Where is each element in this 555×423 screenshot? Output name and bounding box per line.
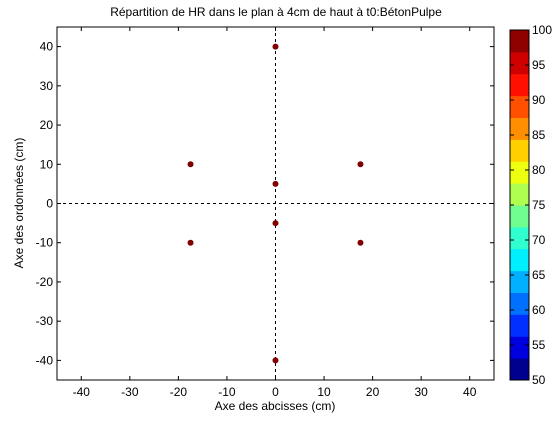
chart-title: Répartition de HR dans le plan à 4cm de … [110, 5, 442, 19]
colorbar-cell [510, 95, 529, 118]
colorbar-cell [510, 336, 529, 359]
colorbar-tick-label: 55 [532, 338, 546, 352]
colorbar-tick-label: 60 [532, 303, 546, 317]
data-point [272, 357, 279, 364]
y-axis-label: Axe des ordonnées (cm) [12, 138, 26, 269]
colorbar-cell [510, 73, 529, 97]
colorbar: 100 95 90 85 80 75 70 65 60 55 50 [509, 23, 552, 387]
colorbar-cell [510, 292, 529, 315]
x-tick-label: 40 [463, 385, 477, 399]
x-tick-label: 10 [317, 385, 331, 399]
colorbar-cell [510, 270, 529, 293]
colorbar-cell [510, 139, 529, 162]
y-tick-label: 30 [40, 79, 54, 93]
x-tick-label: 0 [272, 385, 279, 399]
data-point [357, 161, 364, 168]
colorbar-cell [510, 161, 529, 184]
colorbar-cell [510, 248, 529, 272]
reference-lines [57, 27, 494, 380]
colorbar-cell [510, 205, 529, 228]
colorbar-cells [510, 30, 529, 381]
colorbar-cell [510, 51, 529, 75]
y-tick-label: -30 [36, 314, 54, 328]
data-point [187, 161, 194, 168]
y-tick-label: 20 [40, 118, 54, 132]
colorbar-cell [510, 117, 529, 140]
y-tick-label: 40 [40, 40, 54, 54]
colorbar-ticks: 100 95 90 85 80 75 70 65 60 55 50 [510, 23, 552, 387]
data-point [187, 239, 194, 246]
colorbar-cell [510, 358, 529, 381]
x-axis-ticks: -40 -30 -20 -10 0 10 20 30 40 [73, 27, 477, 399]
data-point [272, 220, 279, 227]
colorbar-tick-label: 90 [532, 93, 546, 107]
colorbar-tick-label: 70 [532, 233, 546, 247]
x-tick-label: -20 [170, 385, 188, 399]
colorbar-tick-label: 85 [532, 128, 546, 142]
colorbar-cell [510, 314, 529, 337]
colorbar-cell [510, 226, 529, 250]
x-tick-label: 20 [366, 385, 380, 399]
y-tick-label: 10 [40, 157, 54, 171]
colorbar-tick-label: 95 [532, 58, 546, 72]
data-point [272, 43, 279, 50]
y-tick-label: -40 [36, 353, 54, 367]
y-axis-ticks: 40 30 20 10 0 -10 -20 -30 -40 [36, 40, 494, 367]
y-tick-label: -10 [36, 236, 54, 250]
colorbar-tick-label: 50 [532, 373, 546, 387]
x-axis-label: Axe des abcisses (cm) [215, 399, 336, 413]
y-tick-label: -20 [36, 275, 54, 289]
colorbar-cell [510, 183, 529, 206]
x-tick-label: -30 [121, 385, 139, 399]
x-tick-label: -10 [218, 385, 236, 399]
plot-area: -40 -30 -20 -10 0 10 20 30 40 40 30 20 10 0 -10 -20 -30… [36, 26, 495, 399]
colorbar-tick-label: 75 [532, 198, 546, 212]
data-point [357, 239, 364, 246]
y-tick-label: 0 [46, 197, 53, 211]
colorbar-tick-label: 100 [532, 23, 552, 37]
data-point [272, 180, 279, 187]
x-tick-label: -40 [73, 385, 91, 399]
colorbar-tick-label: 80 [532, 163, 546, 177]
colorbar-tick-label: 65 [532, 268, 546, 282]
colorbar-cell [510, 30, 529, 53]
data-points [187, 43, 364, 364]
x-tick-label: 30 [414, 385, 428, 399]
